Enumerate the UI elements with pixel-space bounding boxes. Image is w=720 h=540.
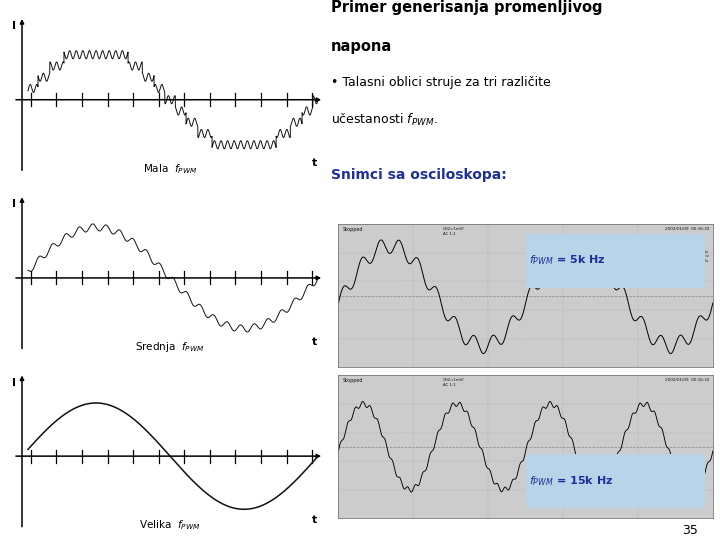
Text: Velika  $\mathit{f}_{PWM}$: Velika $\mathit{f}_{PWM}$ <box>139 518 201 532</box>
Bar <box>526 454 706 508</box>
Text: • Talasni oblici struje za tri različite: • Talasni oblici struje za tri različite <box>331 76 551 89</box>
Text: I: I <box>12 377 16 388</box>
Text: Stopped: Stopped <box>342 227 363 232</box>
Text: I: I <box>12 21 16 31</box>
Text: t: t <box>312 336 318 347</box>
Text: I: I <box>12 199 16 210</box>
Text: 2002/01/09  00:16:32: 2002/01/09 00:16:32 <box>665 227 709 231</box>
Bar <box>526 234 706 288</box>
Text: t: t <box>312 158 318 168</box>
Text: Stopped: Stopped <box>342 378 363 383</box>
Text: Primer generisanja promenljivog: Primer generisanja promenljivog <box>331 0 603 15</box>
Text: 35: 35 <box>683 524 698 537</box>
Text: učestanosti $\mathit{f}_{PWM}$.: učestanosti $\mathit{f}_{PWM}$. <box>331 112 438 129</box>
Text: 5ms/div
15ms/div
Norm:200ks/s: 5ms/div 15ms/div Norm:200ks/s <box>682 250 709 263</box>
Text: CH2=1mV/
AC 1:1: CH2=1mV/ AC 1:1 <box>444 378 465 387</box>
Text: Snimci sa osciloskopa:: Snimci sa osciloskopa: <box>331 168 507 183</box>
Text: Srednja  $\mathit{f}_{PWM}$: Srednja $\mathit{f}_{PWM}$ <box>135 340 204 354</box>
Text: $\mathit{f}_{PWM}$ = 5k Hz: $\mathit{f}_{PWM}$ = 5k Hz <box>529 254 606 267</box>
Text: $\mathit{f}_{PWM}$ = 15k Hz: $\mathit{f}_{PWM}$ = 15k Hz <box>529 474 613 488</box>
Text: CH2=1mV/
AC 1:1: CH2=1mV/ AC 1:1 <box>444 227 465 235</box>
Text: t: t <box>312 515 318 525</box>
Text: napona: napona <box>331 39 392 54</box>
Text: Mala  $\mathit{f}_{PWM}$: Mala $\mathit{f}_{PWM}$ <box>143 162 197 176</box>
Text: 2002/01/09  00:16:32: 2002/01/09 00:16:32 <box>665 378 709 382</box>
